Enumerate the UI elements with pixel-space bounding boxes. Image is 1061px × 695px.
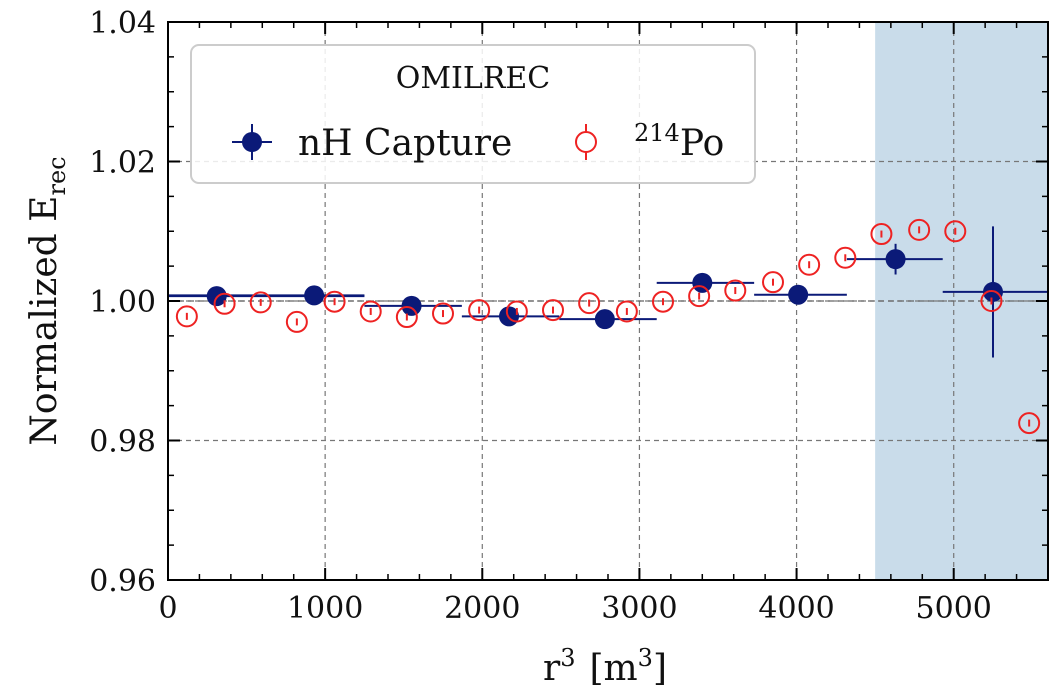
- nh-point: [594, 309, 615, 330]
- po-point: [285, 310, 308, 333]
- po-point: [1018, 412, 1041, 435]
- po-point: [432, 302, 454, 325]
- po-point: [980, 290, 1003, 312]
- nh-point: [885, 249, 906, 270]
- po-point: [542, 299, 564, 322]
- nh-point: [401, 295, 422, 316]
- po-point: [688, 285, 711, 308]
- nh-point: [304, 285, 325, 306]
- po-point: [908, 218, 931, 241]
- po-point: [359, 300, 382, 323]
- nh-point: [692, 272, 713, 293]
- po-point: [652, 290, 674, 313]
- nh-point: [788, 284, 809, 305]
- y-tick-label: 1.04: [89, 6, 156, 41]
- po-point: [724, 279, 747, 302]
- po-point: [798, 253, 821, 276]
- axis-tick-labels: 0 1000 2000 3000 4000 5000 0.96 0.98 1.00 1.02 1.0…: [89, 6, 992, 626]
- x-tick-label: 0: [158, 591, 177, 626]
- po-point: [578, 292, 601, 315]
- po-point: [323, 290, 346, 313]
- po-point: [468, 299, 491, 322]
- po-point: [395, 306, 418, 329]
- po-point: [944, 220, 967, 243]
- po-point: [505, 300, 528, 323]
- x-tick-label: 5000: [916, 591, 992, 626]
- po-point: [870, 223, 893, 246]
- po-point: [175, 305, 198, 328]
- x-tick-label: 2000: [444, 591, 520, 626]
- legend-label-nh: nH Capture: [298, 123, 512, 164]
- x-tick-label: 3000: [601, 591, 677, 626]
- legend-box: [190, 44, 756, 184]
- series-po214: [175, 218, 1041, 435]
- y-tick-label: 0.98: [89, 425, 156, 460]
- po-point: [249, 291, 272, 314]
- x-tick-label: 4000: [758, 591, 834, 626]
- legend: OMILREC nH Capture 214Po: [190, 44, 756, 184]
- y-tick-label: 1.02: [89, 146, 156, 181]
- po-point: [615, 300, 638, 323]
- po-point: [213, 292, 236, 315]
- legend-marker-po: [575, 124, 597, 160]
- y-tick-label: 0.96: [89, 564, 156, 599]
- legend-label-po: 214Po: [634, 119, 724, 164]
- legend-title: OMILREC: [396, 61, 551, 96]
- y-tick-label: 1.00: [89, 285, 156, 320]
- legend-marker-nh: [232, 124, 272, 160]
- x-axis-label: r3 [m3]: [543, 644, 667, 689]
- po-point: [762, 271, 784, 294]
- po-point: [834, 246, 857, 269]
- axis-ticks: [167, 21, 1048, 581]
- y-axis-label: Normalized Erec: [24, 156, 71, 445]
- x-tick-label: 1000: [287, 591, 363, 626]
